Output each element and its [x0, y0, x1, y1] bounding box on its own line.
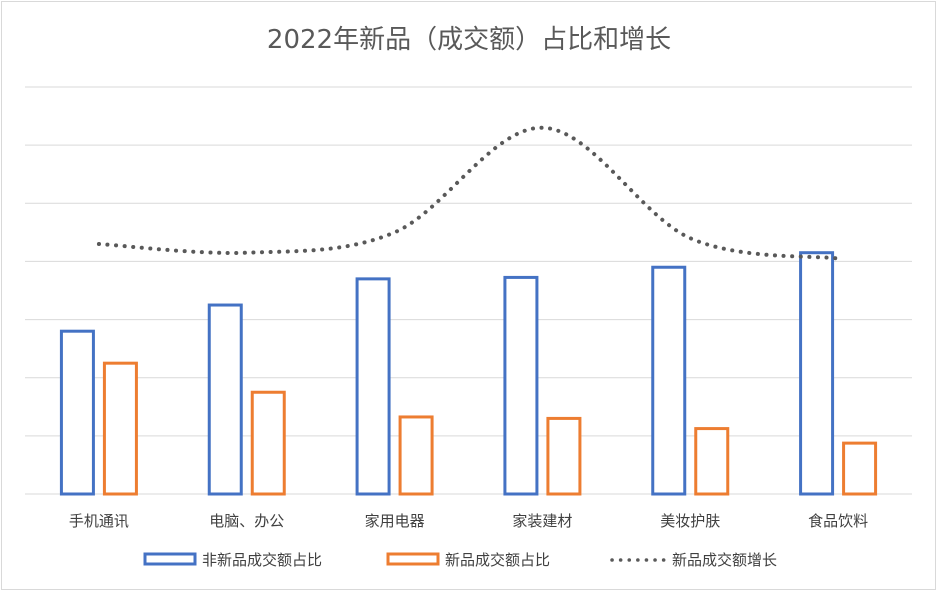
bar-new — [694, 427, 730, 496]
bars — [59, 251, 878, 496]
bar-new — [546, 416, 582, 496]
legend-item-non-new: 非新品成交额占比 — [143, 551, 322, 569]
chart-title: 2022年新品（成交额）占比和增长 — [267, 25, 671, 55]
category-label: 家用电器 — [365, 512, 425, 530]
bar-non-new — [799, 251, 835, 496]
bar-new — [398, 415, 434, 496]
legend-label-growth: 新品成交额增长 — [672, 551, 777, 569]
legend-label-new: 新品成交额占比 — [445, 551, 550, 569]
bar-new — [842, 441, 878, 496]
legend-item-growth: 新品成交额增长 — [610, 551, 777, 569]
legend-swatch-non-new — [143, 552, 197, 566]
bar-non-new — [207, 303, 243, 496]
legend: 非新品成交额占比 新品成交额占比 新品成交额增长 — [143, 551, 777, 569]
category-label: 食品饮料 — [808, 512, 868, 530]
category-labels: 手机通讯 电脑、办公 家用电器 家装建材 美妆护肤 食品饮料 — [69, 512, 868, 530]
bar-non-new — [651, 265, 687, 496]
gridlines — [25, 86, 912, 495]
category-label: 电脑、办公 — [209, 512, 284, 530]
legend-swatch-new — [386, 552, 440, 566]
category-label: 美妆护肤 — [660, 512, 720, 530]
legend-item-new: 新品成交额占比 — [386, 551, 550, 569]
bar-new — [102, 361, 138, 496]
category-label: 家装建材 — [512, 512, 572, 530]
bar-non-new — [503, 275, 539, 496]
legend-label-non-new: 非新品成交额占比 — [202, 551, 322, 569]
bar-non-new — [59, 329, 95, 496]
bar-new — [250, 390, 286, 496]
bar-non-new — [355, 277, 391, 496]
growth-line-layer — [96, 125, 841, 261]
category-label: 手机通讯 — [69, 512, 129, 530]
growth-line — [96, 125, 841, 261]
